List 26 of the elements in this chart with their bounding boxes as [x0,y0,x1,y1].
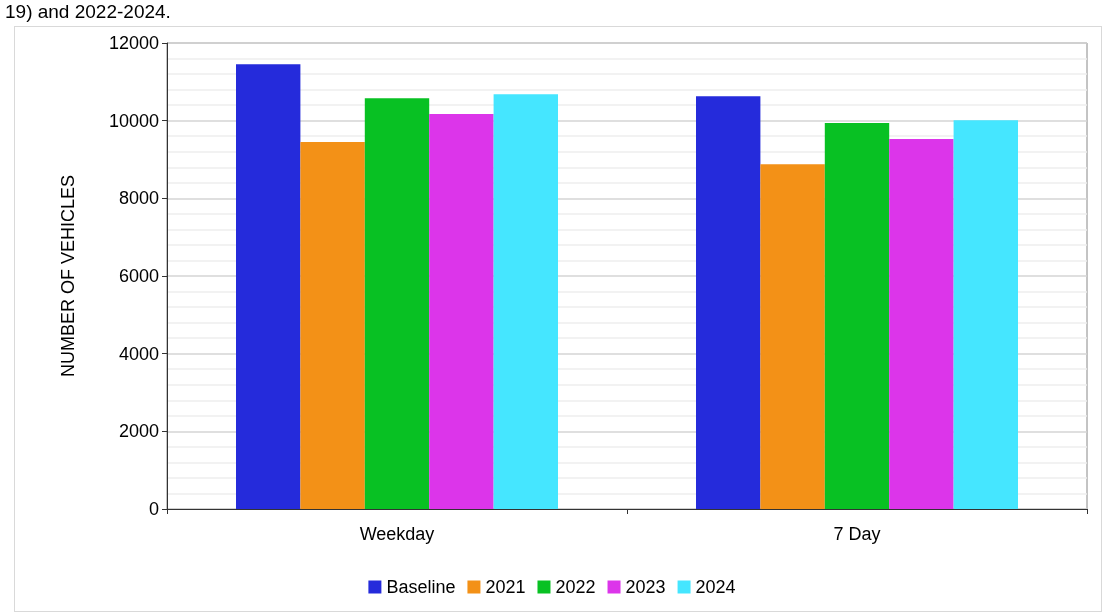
bar [953,120,1018,509]
y-tick-label: 0 [148,499,159,519]
y-tick-label: 4000 [118,343,159,364]
bar [429,114,494,509]
bar [236,64,301,509]
y-tick-label: 12000 [108,33,159,53]
legend-label: Baseline [386,577,456,597]
y-axis-title: NUMBER OF VEHICLES [58,174,78,378]
y-tick-label: 2000 [118,421,159,442]
y-tick-label: 10000 [108,110,159,131]
bar [760,164,825,509]
bar [696,96,761,509]
bar [300,142,365,509]
chart-title: 19) and 2022-2024. [5,1,171,22]
legend-label: 2021 [485,577,526,597]
x-tick-label: 7 Day [833,524,881,544]
bar [364,98,430,509]
y-tick-label: 6000 [118,266,159,286]
legend-label: 2024 [695,577,736,597]
x-tick-label: Weekday [359,524,435,544]
legend-label: 2022 [555,577,596,597]
bar [889,138,954,509]
y-tick-label: 8000 [118,188,159,209]
bar [824,123,890,509]
bar [493,94,558,509]
legend-label: 2023 [625,577,666,597]
